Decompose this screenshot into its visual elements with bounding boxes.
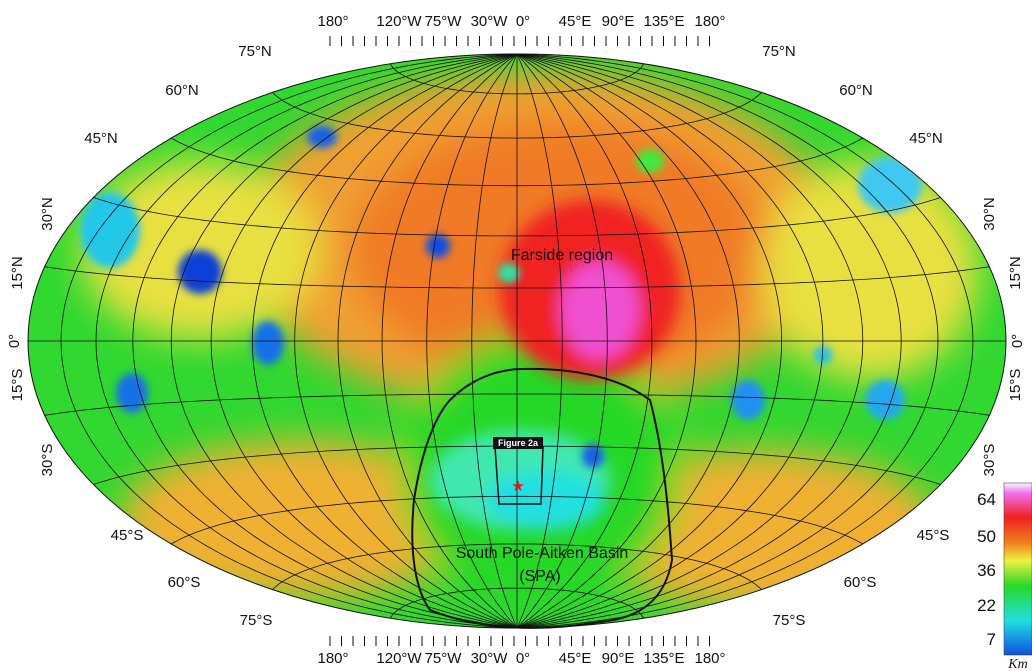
lat-label-left: 60°N: [165, 82, 199, 99]
lat-label-left: 75°N: [238, 43, 272, 60]
figure-2a-inset[interactable]: Figure 2a ★: [493, 437, 544, 505]
lat-label-left: 45°S: [111, 527, 144, 544]
lon-label-top: 30°W: [471, 13, 509, 30]
lat-label-right: 75°S: [773, 612, 806, 629]
left-latitude-labels: 75°N 60°N 45°N 30°N 15°N 0° 15°S 30°S 45…: [6, 43, 272, 629]
lat-label-right: 15°N: [1007, 256, 1024, 290]
lon-label-top: 0°: [516, 13, 530, 30]
farside-region-label: Farside region: [511, 247, 613, 264]
legend-value: 36: [977, 561, 996, 580]
lat-label-left: 15°N: [9, 256, 26, 290]
legend-value: 22: [977, 596, 996, 615]
right-latitude-labels: 75°N 60°N 45°N 30°N 15°N 0° 15°S 30°S 45…: [762, 43, 1026, 629]
lat-label-left: 15°S: [9, 369, 26, 402]
lon-label-bottom: 120°W: [376, 650, 422, 667]
lon-label-top: 135°E: [643, 13, 684, 30]
lat-label-right: 30°S: [981, 444, 998, 477]
lat-label-left: 60°S: [168, 574, 201, 591]
lon-label-bottom: 135°E: [643, 650, 684, 667]
inset-label: Figure 2a: [498, 438, 539, 448]
lon-label-top: 75°W: [425, 13, 463, 30]
lat-label-left: 75°S: [240, 612, 273, 629]
lon-label-bottom: 45°E: [559, 650, 592, 667]
lat-label-right: 0°: [1009, 334, 1026, 348]
parallel-line: [93, 197, 941, 237]
lon-label-top: 180°: [317, 13, 348, 30]
lon-label-bottom: 180°: [317, 650, 348, 667]
parallel-line: [171, 495, 863, 545]
spa-label-line1: South Pole-Aitken Basin: [456, 545, 629, 562]
lat-label-right: 60°N: [839, 82, 873, 99]
lat-label-right: 75°N: [762, 43, 796, 60]
parallel-line: [390, 63, 644, 95]
parallel-line: [272, 92, 762, 139]
color-legend: 64 50 36 22 7 Km: [962, 478, 1032, 671]
parallel-line: [272, 543, 762, 590]
red-star-icon: ★: [511, 477, 524, 495]
lat-label-left: 30°S: [39, 444, 56, 477]
legend-value: 64: [977, 490, 996, 509]
spa-label-line2: (SPA): [519, 568, 560, 585]
lon-label-bottom: 180°: [694, 650, 725, 667]
parallel-line: [44, 266, 990, 289]
lat-label-left: 30°N: [39, 197, 56, 231]
lon-label-top: 90°E: [602, 13, 635, 30]
lon-label-bottom: 90°E: [602, 650, 635, 667]
parallel-line: [390, 587, 644, 619]
lon-label-top: 45°E: [559, 13, 592, 30]
legend-value: 7: [987, 630, 996, 649]
lat-label-right: 15°S: [1007, 369, 1024, 402]
lon-label-bottom: 0°: [516, 650, 530, 667]
legend-unit: Km: [1007, 657, 1027, 671]
spa-basin-outline: [411, 367, 674, 629]
lat-label-left: 45°N: [84, 130, 118, 147]
lat-label-left: 0°: [6, 334, 23, 348]
lon-label-top: 120°W: [376, 13, 422, 30]
parallel-line: [171, 137, 863, 187]
lat-label-right: 45°S: [917, 527, 950, 544]
edge-ticks: [329, 36, 710, 646]
lat-label-right: 60°S: [844, 574, 877, 591]
lat-label-right: 45°N: [909, 130, 943, 147]
lon-label-bottom: 75°W: [425, 650, 463, 667]
lat-label-right: 30°N: [981, 197, 998, 231]
bottom-longitude-labels: 180° 120°W 75°W 30°W 0° 45°E 90°E 135°E …: [317, 650, 725, 667]
graticule: [28, 54, 1006, 628]
legend-colorbar: [1003, 482, 1032, 656]
lon-label-top: 180°: [694, 13, 725, 30]
inset-label-bg: [493, 437, 543, 449]
top-longitude-labels: 180° 120°W 75°W 30°W 0° 45°E 90°E 135°E …: [317, 13, 725, 30]
legend-value: 50: [977, 527, 996, 546]
parallel-line: [44, 393, 990, 416]
lon-label-bottom: 30°W: [471, 650, 509, 667]
